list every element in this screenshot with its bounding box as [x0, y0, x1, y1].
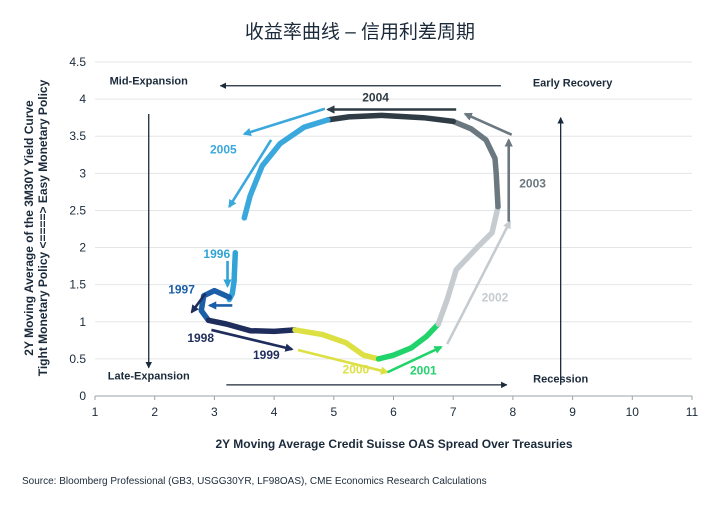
- x-tick-label-10: 10: [626, 405, 640, 419]
- series-line-2004: [325, 112, 456, 125]
- series-line-2001: [375, 321, 442, 362]
- x-tick-label-4: 4: [271, 405, 278, 419]
- year-arrow-2001: [386, 345, 443, 374]
- y-tick-label-0.5: 0.5: [69, 352, 86, 366]
- y-tick-label-3: 3: [79, 166, 86, 180]
- year-arrow-2002: [446, 220, 512, 345]
- x-tick-label-6: 6: [390, 405, 397, 419]
- x-tick-label-9: 9: [569, 405, 576, 419]
- year-arrow-1998: [211, 328, 294, 352]
- year-arrows: [190, 105, 513, 375]
- x-tick-label-11: 11: [686, 405, 699, 419]
- x-tick-label-8: 8: [510, 405, 517, 419]
- year-label-2000: 2000: [343, 363, 370, 377]
- year-arrow-1997b: [190, 292, 207, 314]
- year-arrow-2003b: [463, 112, 513, 136]
- year-label-2005: 2005: [210, 142, 237, 156]
- year-label-1998: 1998: [187, 331, 214, 345]
- year-label-2003: 2003: [519, 176, 546, 190]
- series-line-2005: [241, 117, 331, 221]
- series-line-1996: [226, 250, 239, 303]
- x-tick-label-7: 7: [450, 405, 457, 419]
- y-tick-label-4: 4: [79, 92, 86, 106]
- year-label-2004: 2004: [362, 90, 389, 104]
- series-line-2003: [450, 118, 501, 210]
- y-tick-label-1: 1: [79, 315, 86, 329]
- year-label-1999: 1999: [253, 348, 280, 362]
- x-tick-label-1: 1: [92, 405, 99, 419]
- series-line-2002: [435, 203, 501, 327]
- x-tick-label-2: 2: [151, 405, 158, 419]
- y-tick-label-2: 2: [79, 241, 86, 255]
- y-axis-label-line2: Tight Monetary Policy <====> Easy Moneta…: [36, 79, 50, 376]
- phase-annotations: Mid-Expansion Early Recovery Late-Expansio…: [108, 75, 613, 389]
- phase-label-mid-expansion: Mid-Expansion: [110, 75, 189, 87]
- chart-title: 收益率曲线 – 信用利差周期: [245, 21, 475, 43]
- year-arrow-2005b: [228, 139, 273, 209]
- year-arrow-2000: [297, 348, 390, 375]
- year-arrow-2005: [242, 107, 326, 136]
- y-tick-label-2.5: 2.5: [69, 203, 86, 217]
- phase-label-late-expansion: Late-Expansion: [108, 371, 190, 383]
- y-tick-label-4.5: 4.5: [69, 55, 86, 69]
- y-tick-label-3.5: 3.5: [69, 129, 86, 143]
- cycle-series: [198, 112, 501, 362]
- phase-label-early-recovery: Early Recovery: [533, 77, 613, 89]
- year-label-2001: 2001: [410, 363, 437, 377]
- x-axis-label: 2Y Moving Average Credit Suisse OAS Spre…: [215, 437, 572, 451]
- x-tick-label-5: 5: [330, 405, 337, 419]
- year-label-1997: 1997: [168, 283, 195, 297]
- source-note: Source: Bloomberg Professional (GB3, USG…: [22, 476, 487, 487]
- y-tick-label-0: 0: [79, 389, 86, 403]
- y-axis-label-line1: 2Y Moving Average of the 3M30Y Yield Cur…: [22, 100, 36, 356]
- year-label-2002: 2002: [482, 291, 509, 305]
- series-line-2000: [292, 327, 382, 362]
- grid-lines: [95, 61, 692, 397]
- phase-label-recession: Recession: [533, 374, 588, 386]
- series-line-1998: [205, 317, 298, 335]
- year-labels: 1996 1997 1998 1999 2000 2001 2002 2003 2004 2005: [168, 90, 546, 377]
- year-label-1996: 1996: [203, 247, 230, 261]
- x-tick-label-3: 3: [211, 405, 218, 419]
- y-tick-label-1.5: 1.5: [69, 278, 86, 292]
- axes: 1 2 3 4 5 6 7 8 9 10 11 0 0.5 1 1.5 2 2.5 3 3.5 4 4.5: [69, 55, 698, 419]
